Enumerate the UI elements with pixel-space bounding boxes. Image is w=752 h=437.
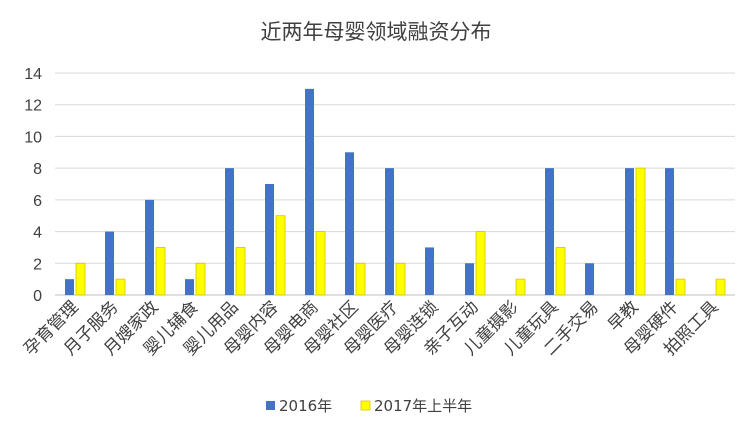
legend-swatch-1 xyxy=(266,401,275,410)
bar-series-2 xyxy=(395,262,406,296)
bar-series-2 xyxy=(155,247,166,296)
bar-series-1 xyxy=(385,168,394,295)
bar-series-1 xyxy=(625,168,634,295)
bars xyxy=(65,88,726,296)
bar-series-1 xyxy=(465,263,474,295)
bar-series-1 xyxy=(665,168,674,295)
bar-series-2 xyxy=(675,278,686,296)
bar-series-2 xyxy=(275,215,286,296)
bar-series-2 xyxy=(115,278,126,296)
bar-series-2 xyxy=(195,262,206,296)
y-axis-ticks: 0 2 4 6 8 10 12 14 xyxy=(24,66,42,305)
bar-series-2 xyxy=(715,278,726,296)
bar-series-1 xyxy=(225,168,234,295)
bar-series-1 xyxy=(545,168,554,295)
bar-series-1 xyxy=(585,263,594,295)
gridlines xyxy=(55,72,735,296)
bar-series-2 xyxy=(315,231,326,296)
y-tick-label: 4 xyxy=(33,225,42,242)
bar-series-2 xyxy=(475,231,486,296)
bar-series-1 xyxy=(105,231,114,295)
y-tick-label: 2 xyxy=(33,256,42,273)
bar-series-2 xyxy=(635,167,646,296)
y-tick-label: 6 xyxy=(33,193,42,210)
bar-series-1 xyxy=(185,279,194,295)
y-tick-label: 12 xyxy=(24,98,42,115)
bar-series-1 xyxy=(265,184,274,295)
y-tick-label: 14 xyxy=(24,66,42,83)
chart-title: 近两年母婴领域融资分布 xyxy=(261,20,492,44)
legend: 2016年 2017年上半年 xyxy=(266,397,472,415)
bar-series-2 xyxy=(235,247,246,296)
x-axis-categories: 孕育管理月子服务月嫂家政婴儿辅食婴儿用品母婴内容母婴电商母婴社区母婴医疗母婴连锁… xyxy=(20,297,722,359)
legend-label-2: 2017年上半年 xyxy=(374,397,472,415)
legend-swatch-2 xyxy=(360,400,371,411)
bar-series-1 xyxy=(425,247,434,295)
bar-series-2 xyxy=(555,247,566,296)
bar-series-1 xyxy=(145,199,154,295)
y-tick-label: 8 xyxy=(33,161,42,178)
bar-series-2 xyxy=(515,278,526,296)
bar-series-1 xyxy=(345,152,354,295)
y-tick-label: 0 xyxy=(33,288,42,305)
bar-series-1 xyxy=(305,88,314,295)
bar-series-2 xyxy=(355,262,366,296)
y-tick-label: 10 xyxy=(24,129,42,146)
legend-label-1: 2016年 xyxy=(279,397,332,415)
bar-series-1 xyxy=(65,279,74,295)
bar-series-2 xyxy=(75,262,86,296)
